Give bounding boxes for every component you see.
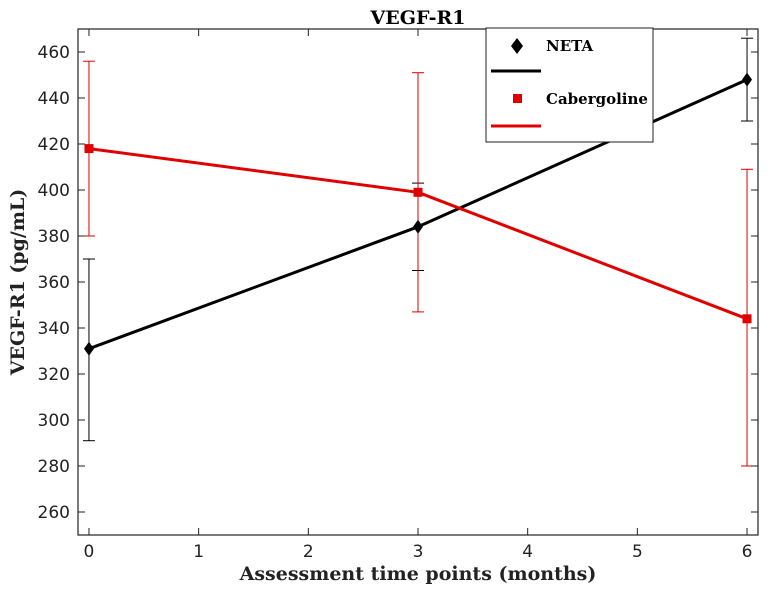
legend-neta-marker [511,38,523,54]
y-tick-label: 360 [38,273,70,293]
y-tick-label: 280 [38,457,70,477]
y-tick-label: 300 [38,411,70,431]
data-point-neta [742,72,753,87]
data-point-neta [413,219,423,234]
y-tick-label: 400 [38,181,70,201]
x-tick-label: 1 [193,542,204,562]
data-point-cabergoline [742,314,752,324]
x-axis-label: Assessment time points (months) [239,563,597,585]
x-tick-label: 6 [742,542,753,562]
legend-neta-label: NETA [546,37,593,55]
y-tick-label: 260 [38,503,70,523]
y-tick-label: 340 [38,319,70,339]
x-tick-label: 4 [522,542,533,562]
y-tick-label: 440 [38,89,70,109]
y-axis-label: VEGF-R1 (pg/mL) [7,189,29,377]
y-tick-label: 460 [38,43,70,63]
x-tick-label: 0 [84,542,95,562]
data-point-cabergoline [413,187,423,197]
y-tick-label: 380 [38,227,70,247]
data-point-cabergoline [84,144,94,154]
legend: NETA Cabergoline [485,27,654,143]
x-tick-label: 5 [632,542,643,562]
y-tick-label: 320 [38,365,70,385]
legend-cabergoline-label: Cabergoline [546,90,648,108]
y-tick-label: 420 [38,135,70,155]
x-tick-label: 3 [413,542,424,562]
x-tick-label: 2 [303,542,314,562]
legend-cabergoline-marker [513,94,522,103]
chart-title: VEGF-R1 [370,7,466,29]
data-point-neta [83,341,94,356]
